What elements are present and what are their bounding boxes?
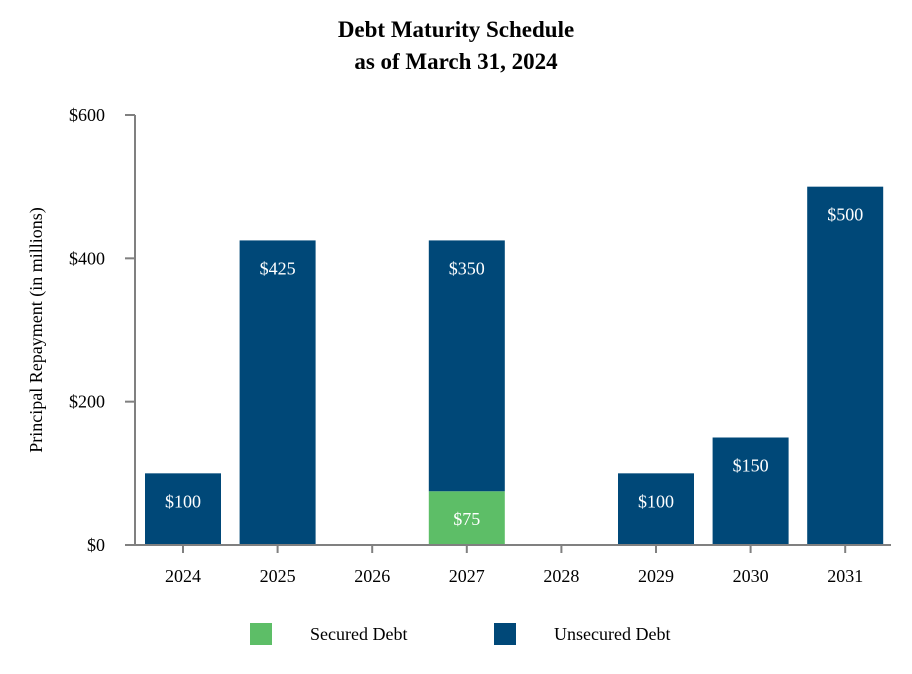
data-label: $75	[453, 509, 480, 529]
y-tick-label: $400	[69, 248, 105, 268]
bar-unsecured-debt-2031	[807, 186, 884, 545]
x-tick-label: 2025	[260, 566, 296, 586]
x-tick-label: 2027	[449, 566, 485, 586]
y-axis-label: Principal Repayment (in millions)	[26, 207, 47, 452]
data-label: $150	[733, 456, 769, 476]
x-tick-label: 2024	[165, 566, 201, 586]
bar-unsecured-debt-2024	[145, 473, 221, 545]
bar-unsecured-debt-2027	[428, 240, 505, 492]
chart-title-line1: Debt Maturity Schedule	[338, 17, 574, 42]
bar-unsecured-debt-2025	[239, 240, 316, 545]
x-tick-label: 2031	[827, 566, 863, 586]
y-tick-label: $0	[87, 535, 105, 555]
x-tick-label: 2028	[543, 566, 579, 586]
y-tick-label: $200	[69, 392, 105, 412]
legend-label: Unsecured Debt	[554, 624, 670, 644]
x-tick-label: 2029	[638, 566, 674, 586]
legend-label: Secured Debt	[310, 624, 407, 644]
data-label: $500	[827, 205, 863, 225]
data-label: $350	[449, 258, 485, 278]
x-tick-label: 2026	[354, 566, 390, 586]
chart-title-line2: as of March 31, 2024	[354, 49, 558, 74]
legend-swatch	[494, 623, 516, 645]
bar-secured-debt-2027	[428, 491, 505, 545]
bar-unsecured-debt-2029	[618, 473, 694, 545]
y-tick-label: $600	[69, 105, 105, 125]
data-label: $100	[165, 491, 201, 511]
data-label: $100	[638, 491, 674, 511]
x-tick-label: 2030	[733, 566, 769, 586]
bar-unsecured-debt-2030	[712, 437, 789, 545]
data-label: $425	[260, 258, 296, 278]
legend-swatch	[250, 623, 272, 645]
